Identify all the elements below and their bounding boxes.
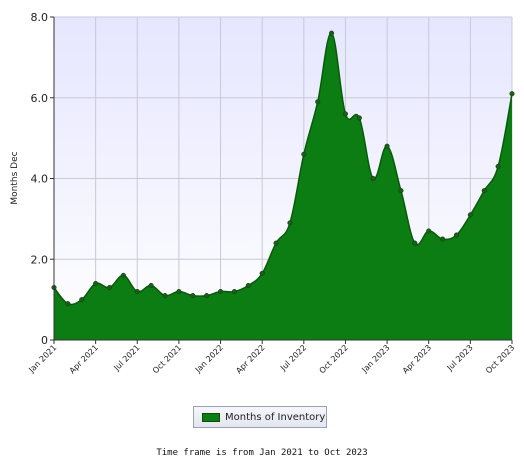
data-point-16 (273, 240, 279, 246)
x-tick-label-5: Apr 2022 (234, 343, 266, 375)
data-point-23 (370, 175, 376, 182)
y-tick-label-1: 2.0 (31, 253, 49, 266)
data-point-28 (440, 236, 446, 242)
x-tick-label-8: Jan 2023 (360, 343, 392, 375)
data-point-20 (329, 30, 335, 36)
area-line (53, 32, 513, 306)
y-tick-label-3: 6.0 (31, 92, 49, 105)
legend-label: Months of Inventory (225, 411, 326, 423)
data-point-13 (231, 289, 237, 295)
x-tick-label-6: Jul 2022 (278, 343, 308, 373)
area-fill (54, 33, 512, 341)
data-point-18 (301, 151, 307, 157)
data-point-5 (120, 272, 126, 278)
y-axis-ticks: 0 2.0 4.0 6.0 8.0 (31, 11, 54, 347)
y-axis-label: Months Dec (10, 151, 20, 204)
x-tick-label-2: Jul 2021 (112, 343, 142, 373)
data-point-7 (148, 282, 154, 289)
x-tick-label-3: Oct 2021 (151, 343, 183, 375)
data-point-32 (495, 163, 501, 169)
data-point-12 (217, 289, 224, 295)
data-point-17 (287, 220, 293, 226)
data-point-33 (509, 91, 515, 97)
data-point-14 (245, 282, 251, 289)
data-point-15 (259, 270, 265, 276)
data-point-6 (134, 289, 140, 295)
x-axis-ticks: Jan 2021 Apr 2021 Jul 2021 Oct 2021 Jan 2022… (26, 340, 516, 375)
y-tick-label-2: 4.0 (31, 173, 49, 186)
data-point-8 (162, 293, 168, 299)
y-tick-label-4: 8.0 (31, 11, 49, 24)
data-point-11 (204, 293, 210, 299)
x-tick-label-1: Apr 2021 (68, 343, 100, 375)
data-point-25 (398, 188, 404, 194)
data-point-4 (106, 284, 113, 291)
x-tick-label-4: Jan 2022 (193, 343, 225, 375)
legend[interactable]: Months of Inventory (193, 406, 327, 428)
series-points (51, 30, 515, 307)
data-point-10 (190, 293, 196, 299)
time-frame-footer: Time frame is from Jan 2021 to Oct 2023 (156, 448, 368, 458)
series-area (53, 32, 513, 341)
data-point-26 (412, 240, 418, 246)
x-tick-label-10: Jul 2023 (445, 343, 475, 373)
data-point-22 (356, 115, 362, 121)
months-of-inventory-chart: 0 2.0 4.0 6.0 8.0 Jan 2021 Apr 2021 Jul 2021 Oc… (10, 11, 516, 375)
data-point-1 (65, 301, 71, 307)
data-point-30 (467, 212, 473, 218)
legend-swatch-icon (202, 412, 220, 422)
data-point-27 (426, 228, 432, 234)
data-point-9 (176, 289, 182, 295)
x-tick-label-0: Jan 2021 (26, 343, 58, 375)
data-point-29 (453, 232, 460, 238)
data-point-21 (342, 111, 349, 117)
data-point-24 (384, 143, 390, 149)
x-tick-label-7: Oct 2022 (318, 343, 350, 375)
data-point-19 (315, 99, 321, 105)
data-point-2 (79, 297, 85, 303)
x-tick-label-9: Apr 2023 (401, 343, 433, 375)
y-tick-label-0: 0 (41, 334, 48, 347)
data-point-31 (481, 188, 487, 194)
x-tick-label-11: Oct 2023 (484, 343, 516, 375)
data-point-3 (93, 280, 99, 287)
